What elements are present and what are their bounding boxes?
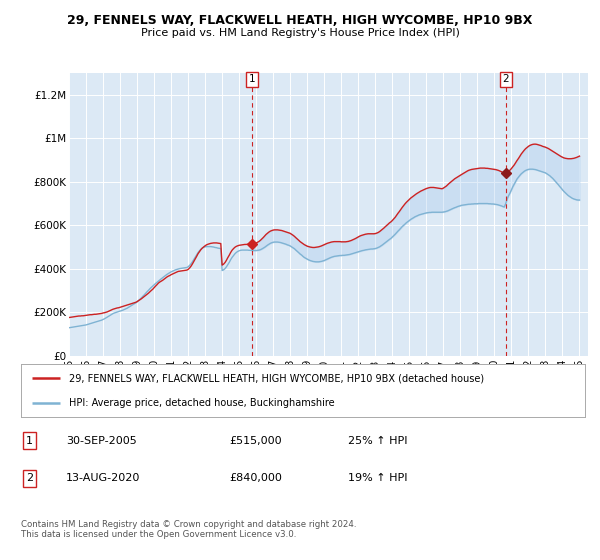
Text: 13-AUG-2020: 13-AUG-2020 (66, 473, 140, 483)
Text: 29, FENNELS WAY, FLACKWELL HEATH, HIGH WYCOMBE, HP10 9BX (detached house): 29, FENNELS WAY, FLACKWELL HEATH, HIGH W… (69, 374, 484, 384)
Text: 29, FENNELS WAY, FLACKWELL HEATH, HIGH WYCOMBE, HP10 9BX: 29, FENNELS WAY, FLACKWELL HEATH, HIGH W… (67, 14, 533, 27)
Text: 1: 1 (248, 74, 255, 84)
Text: £515,000: £515,000 (230, 436, 283, 446)
Text: £840,000: £840,000 (230, 473, 283, 483)
Text: 30-SEP-2005: 30-SEP-2005 (66, 436, 137, 446)
Text: Price paid vs. HM Land Registry's House Price Index (HPI): Price paid vs. HM Land Registry's House … (140, 28, 460, 38)
Text: Contains HM Land Registry data © Crown copyright and database right 2024.
This d: Contains HM Land Registry data © Crown c… (21, 520, 356, 539)
Text: 1: 1 (26, 436, 33, 446)
Text: 25% ↑ HPI: 25% ↑ HPI (348, 436, 407, 446)
Text: 2: 2 (502, 74, 509, 84)
Text: 19% ↑ HPI: 19% ↑ HPI (348, 473, 407, 483)
Text: HPI: Average price, detached house, Buckinghamshire: HPI: Average price, detached house, Buck… (69, 398, 335, 408)
Text: 2: 2 (26, 473, 33, 483)
